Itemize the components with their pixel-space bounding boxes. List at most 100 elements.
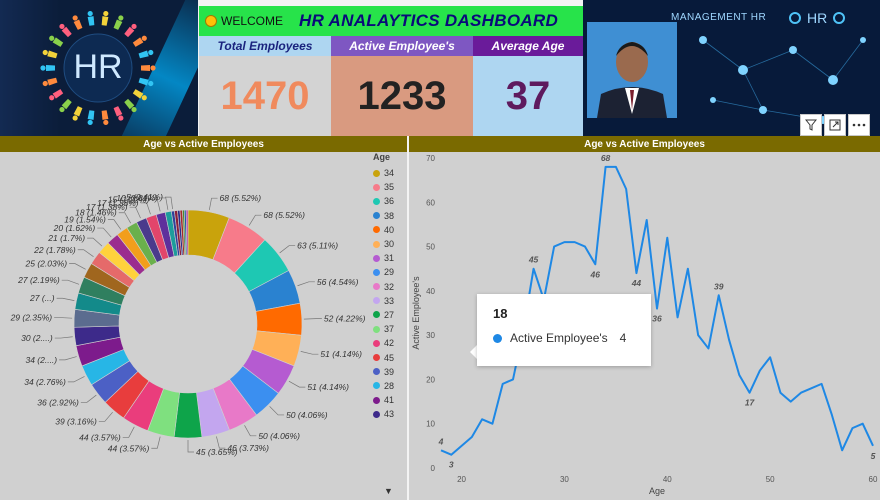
line-chart[interactable]: 0 10 20 30 40 50 60 70 20 30 40 50 60 Age Active Emplo… [409,152,880,500]
donut-chart[interactable]: 68 (5.52%)68 (5.52%) 63 (5.11%) 56 (4.54%)… [0,152,372,500]
slice-label: 18 (1.46%) [75,208,117,218]
kpi-active-employees[interactable]: Active Employee's 1233 [331,36,473,136]
slice-label: 19 (1.54%) [64,215,106,225]
legend-dot-icon [373,382,380,390]
y-tick-label: 30 [426,331,435,340]
welcome-text: WELCOME [221,14,284,28]
slice-label: 36 (2.92%) [37,397,79,407]
person-icon [124,23,137,38]
data-label: 36 [652,314,662,324]
legend-item[interactable]: 35 [373,180,394,194]
profile-photo [587,22,677,118]
tooltip-row: Active Employee's 4 [493,331,635,345]
person-icon [42,77,58,87]
legend-label: 39 [384,366,395,377]
legend-item[interactable]: 41 [373,393,394,407]
kpi-label: Total Employees [199,36,331,56]
person-icon [72,15,83,30]
donut-slice[interactable] [185,209,189,256]
kpi-label: Active Employee's [331,36,473,56]
smiley-icon [205,15,217,27]
slice-label: 51 (4.14%) [307,382,349,392]
legend-item[interactable]: 38 [373,209,394,223]
legend-dot-icon [373,311,380,319]
slice-label: 68 (5.52%) [220,193,262,203]
legend-item[interactable]: 31 [373,251,394,265]
focus-mode-icon[interactable] [824,114,846,136]
slice-label: 44 (3.57%) [108,443,150,453]
legend-item[interactable]: 43 [373,407,394,421]
tooltip-series: Active Employee's [510,331,608,345]
hr-badge-text: HR [807,10,828,26]
data-label: 4 [438,436,444,446]
leader-line [54,336,73,339]
legend-item[interactable]: 34 [373,166,394,180]
legend-item[interactable]: 29 [373,265,394,279]
y-axis-title: Active Employee's [411,276,421,350]
legend-dot-icon [373,339,380,347]
legend-label: 29 [384,267,395,278]
slice-label: 68 (5.52%) [263,210,305,220]
leader-line [151,436,161,449]
person-icon [59,23,72,38]
series-dot-icon [493,333,502,343]
slice-label: 27 (...) [29,293,55,303]
chart-legend[interactable]: 34 35 36 38 40 30 31 29 32 33 27 37 42 45 39 28 41 43 [373,166,394,421]
more-options-icon[interactable] [848,114,870,136]
legend-item[interactable]: 33 [373,294,394,308]
person-icon [141,65,156,71]
hr-people-circle-icon: HR [40,10,156,126]
legend-dot-icon [373,226,380,234]
legend-item[interactable]: 30 [373,237,394,251]
legend-label: 38 [384,210,395,221]
data-label: 5 [871,451,876,461]
y-tick-label: 20 [426,375,435,384]
legend-item[interactable]: 39 [373,365,394,379]
person-icon [113,106,124,121]
leader-line [208,197,218,211]
leader-line [107,219,122,230]
legend-item[interactable]: 28 [373,379,394,393]
legend-label: 34 [384,168,395,179]
legend-label: 33 [384,295,395,306]
management-label: MANAGEMENT HR [671,12,767,23]
y-tick-label: 60 [426,198,435,207]
person-icon [101,10,109,26]
legend-label: 40 [384,224,395,235]
leader-line [151,199,161,212]
leader-line [129,206,141,219]
slice-label: 17 (1.38%) [97,198,139,208]
legend-item[interactable]: 27 [373,308,394,322]
legend-dot-icon [373,283,380,291]
leader-line [164,196,173,210]
legend-dot-icon [373,410,380,418]
chart-tooltip: 18 Active Employee's 4 [477,294,651,366]
donut-chart-panel[interactable]: Age vs Active Employees 68 (5.52%) 68 (5.… [0,136,407,500]
legend-scroll-down-icon[interactable]: ▼ [384,486,393,496]
filter-icon[interactable] [800,114,822,136]
slice-label: 10 (0.81%) [116,193,158,203]
leader-line [67,376,85,383]
legend-item[interactable]: 42 [373,336,394,350]
series-line[interactable] [440,165,874,456]
kpi-total-employees[interactable]: Total Employees 1470 [199,36,331,136]
data-label: 3 [449,460,454,470]
legend-label: 41 [384,395,395,406]
slice-label: 27 (2.19%) [17,275,60,285]
leader-line [87,237,103,247]
legend-item[interactable]: 36 [373,194,394,208]
legend-item[interactable]: 32 [373,280,394,294]
tooltip-pointer [470,345,477,359]
legend-label: 45 [384,352,395,363]
panel-title: Age vs Active Employees [409,136,880,152]
legend-label: 30 [384,239,395,250]
kpi-average-age[interactable]: Average Age 37 [473,36,583,136]
legend-item[interactable]: 40 [373,223,394,237]
slice-label: 22 (1.78%) [33,245,76,255]
x-tick-label: 50 [766,475,775,484]
slice-label: 15 (1.22%) [108,195,150,205]
legend-item[interactable]: 45 [373,350,394,364]
legend-item[interactable]: 37 [373,322,394,336]
slice-label: 34 (2....) [25,355,57,365]
legend-dot-icon [373,368,380,376]
